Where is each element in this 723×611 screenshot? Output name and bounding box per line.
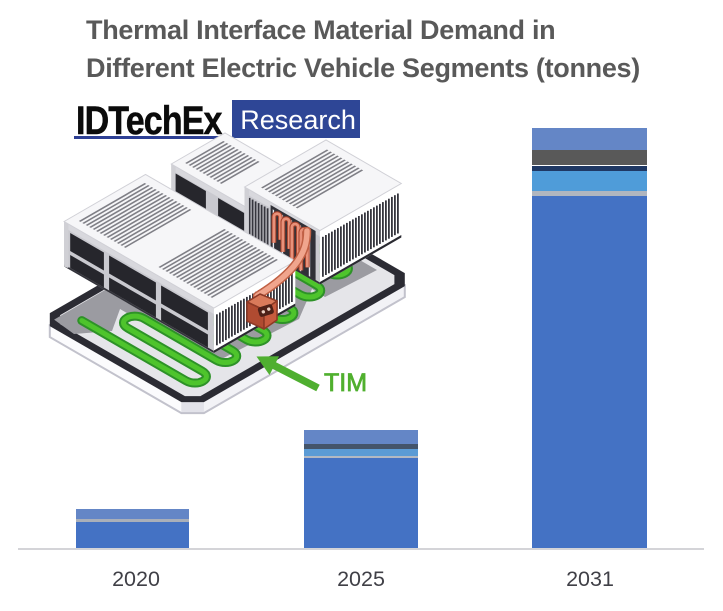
svg-text:TIM: TIM [324,369,367,397]
